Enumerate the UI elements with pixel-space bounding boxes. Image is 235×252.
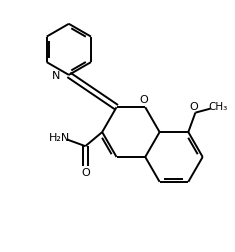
Text: H₂N: H₂N xyxy=(49,133,70,143)
Text: O: O xyxy=(190,102,198,112)
Text: CH₃: CH₃ xyxy=(208,102,227,112)
Text: O: O xyxy=(81,168,90,178)
Text: O: O xyxy=(140,95,148,105)
Text: N: N xyxy=(52,71,60,81)
